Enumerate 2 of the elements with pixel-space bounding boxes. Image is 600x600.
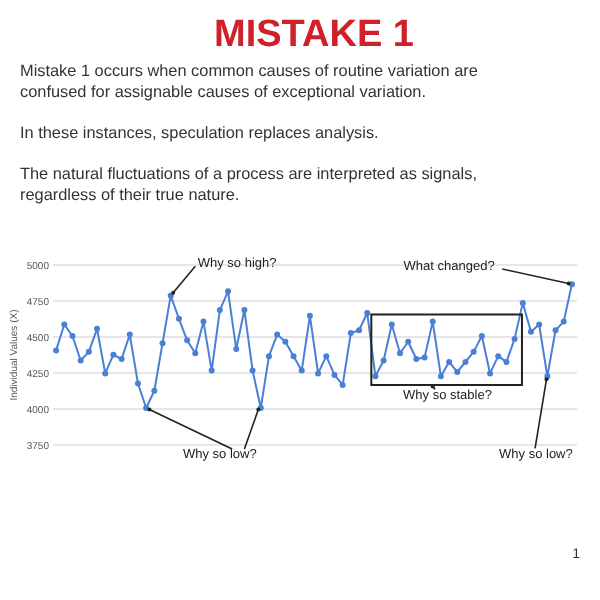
text: Mistake 1 occurs when common causes of routine variation are confused for assignable causes of exceptional variation. In these instances, speculation replaces analysis. The natural fluctuations of a process are interpreted as signals, regardless of their true nature. (20, 62, 478, 204)
chart-title: MISTAKE 1 (214, 14, 415, 56)
